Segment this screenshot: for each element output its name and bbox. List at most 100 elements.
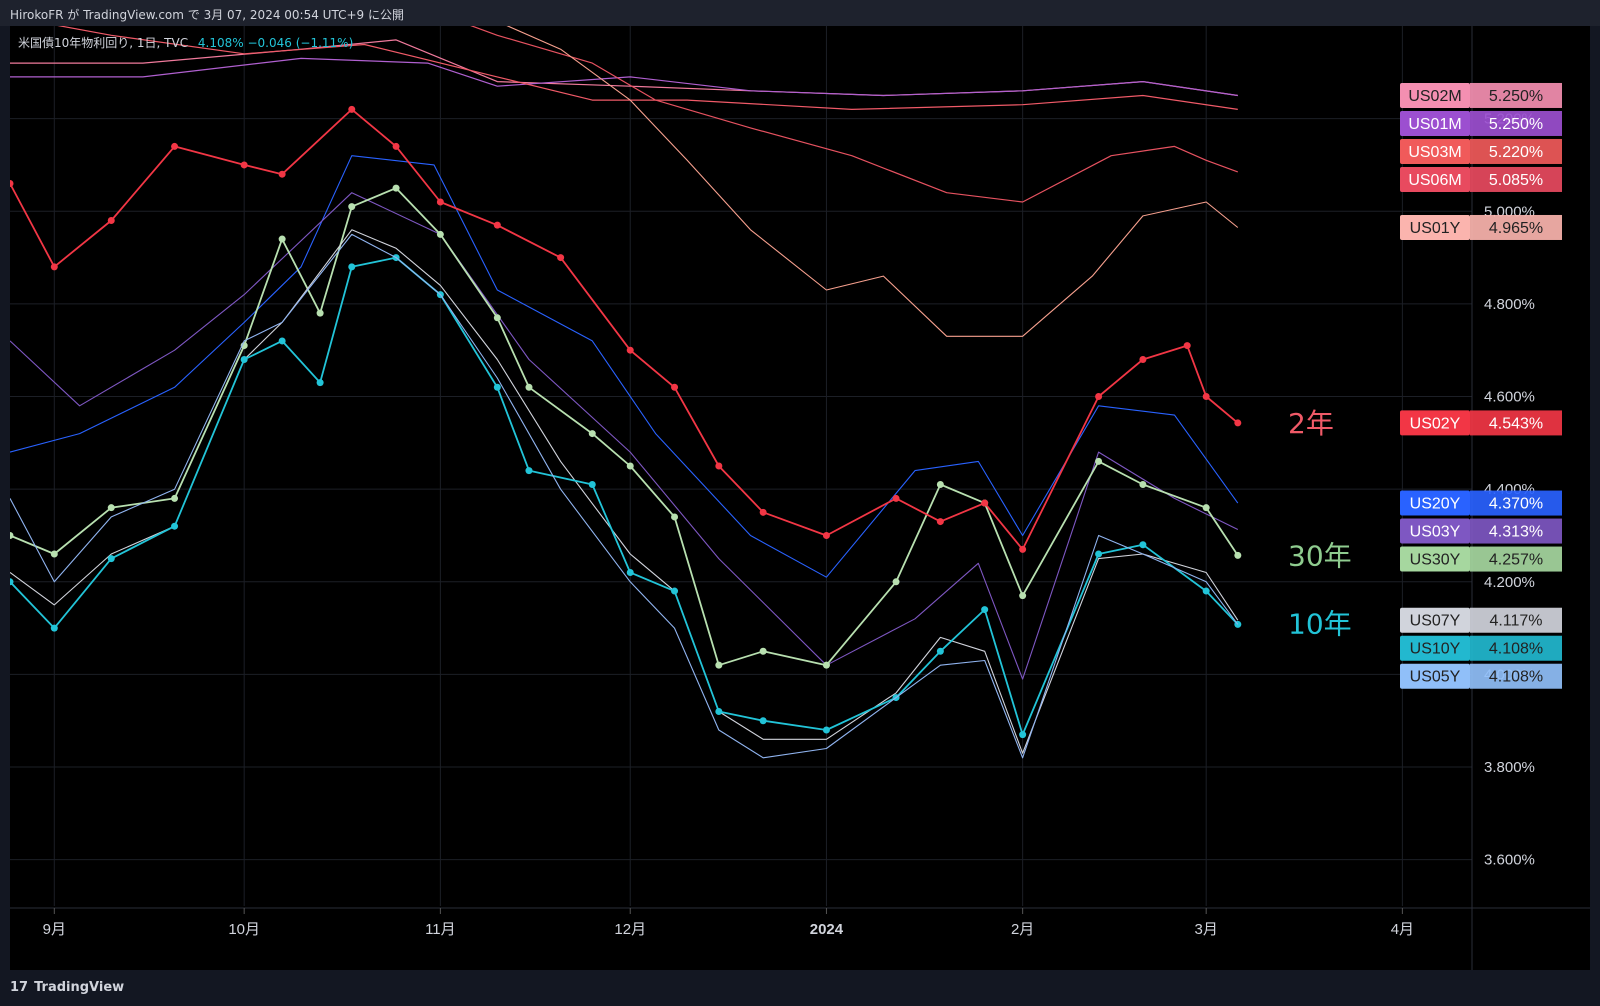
series-point-us02y: [1139, 355, 1147, 363]
price-label-tag: [1400, 607, 1470, 633]
publish-info: HirokoFR が TradingView.com で 3月 07, 2024…: [10, 8, 404, 22]
price-label-tag: [1400, 82, 1470, 108]
price-label-tag: [1400, 663, 1470, 689]
price-label-value-bg: [1470, 166, 1562, 192]
series-point-us30y: [525, 383, 533, 391]
series-point-us02y: [671, 383, 679, 391]
series-line-us10y: [10, 256, 1239, 736]
series-point-us02y: [493, 221, 501, 229]
x-tick-label: 12月: [614, 921, 646, 938]
price-label-name: US02M: [1408, 88, 1461, 105]
header-bar: HirokoFR が TradingView.com で 3月 07, 2024…: [0, 0, 1600, 26]
series-point-us02y: [240, 161, 248, 169]
series-point-us10y: [348, 263, 356, 271]
price-label-us03y: US03Y 4.313%: [1400, 518, 1562, 544]
series-line-us03m: [57, 26, 1238, 110]
series-point-us10y: [715, 707, 723, 715]
legend-title: 米国債10年物利回り, 1日, TVC: [18, 36, 189, 50]
series-point-us30y: [50, 550, 58, 558]
price-label-name: US30Y: [1410, 552, 1461, 569]
series-point-us30y: [626, 462, 634, 470]
price-label-tag: [1400, 518, 1470, 544]
series-point-us30y: [892, 578, 900, 586]
price-label-tag: [1400, 110, 1470, 136]
series-point-us30y: [493, 314, 501, 322]
series-point-us10y: [278, 337, 286, 345]
price-label-name: US01Y: [1410, 220, 1461, 237]
series-point-us10y: [1202, 587, 1210, 595]
y-tick-label: 4.600%: [1484, 389, 1535, 406]
series-line-us30y: [10, 187, 1239, 667]
annotation-label: 10年: [1288, 607, 1352, 640]
series-point-us30y: [107, 504, 115, 512]
series-point-us10y: [671, 587, 679, 595]
price-label-us30y: US30Y 4.257%: [1400, 546, 1562, 572]
series-point-us02y: [822, 531, 830, 539]
price-label-value-bg: [1470, 410, 1562, 436]
price-label-value: 4.108%: [1489, 669, 1543, 686]
x-tick-label: 10月: [228, 921, 260, 938]
series-point-us02y: [1095, 393, 1103, 401]
x-tick-label: 11月: [425, 921, 456, 938]
series-point-us10y: [936, 647, 944, 655]
price-label-us20y: US20Y 4.370%: [1400, 490, 1562, 516]
series-point-us10y: [240, 355, 248, 363]
series-point-us02y: [936, 518, 944, 526]
x-tick-label: 4月: [1391, 921, 1414, 938]
grid: [10, 26, 1472, 906]
series-point-us30y: [1234, 551, 1242, 559]
series-point-us02y: [278, 170, 286, 178]
series-point-us02y: [981, 499, 989, 507]
footer-brand: TradingView: [34, 980, 125, 995]
series-point-us10y: [10, 578, 14, 586]
price-label-value-bg: [1470, 546, 1562, 572]
x-tick-label: 3月: [1195, 921, 1218, 938]
series-point-us30y: [822, 661, 830, 669]
series-point-us30y: [278, 235, 286, 243]
series-point-us02y: [348, 105, 356, 113]
price-label-us05y: US05Y 4.108%: [1400, 663, 1562, 689]
price-label-value-bg: [1470, 82, 1562, 108]
series-point-us10y: [493, 383, 501, 391]
series-point-us10y: [981, 606, 989, 614]
series-point-us30y: [348, 203, 356, 211]
series-point-us10y: [1095, 550, 1103, 558]
tradingview-logo[interactable]: 17 TradingView: [10, 980, 124, 995]
series-point-us10y: [759, 717, 767, 725]
chart-area[interactable]: 3.600%3.800%4.000%4.200%4.400%4.600%4.80…: [10, 26, 1590, 970]
series-point-us30y: [588, 430, 596, 438]
x-tick-label: 9月: [43, 921, 66, 938]
y-tick-label: 3.800%: [1484, 759, 1535, 776]
series-point-us30y: [392, 184, 400, 192]
x-tick-label: 2月: [1011, 921, 1034, 938]
price-label-tag: [1400, 490, 1470, 516]
price-label-us01m: US01M 5.250%: [1400, 110, 1562, 136]
price-label-us02m: US02M 5.250%: [1400, 82, 1562, 108]
price-label-value-bg: [1470, 138, 1562, 164]
series-point-us30y: [10, 531, 14, 539]
series-point-us30y: [1202, 504, 1210, 512]
price-label-tag: [1400, 546, 1470, 572]
price-label-name: US20Y: [1410, 496, 1461, 513]
chart-svg[interactable]: 3.600%3.800%4.000%4.200%4.400%4.600%4.80…: [10, 26, 1590, 970]
legend-values: 4.108% −0.046 (−1.11%): [197, 36, 354, 50]
price-label-tag: [1400, 410, 1470, 436]
price-label-name: US03Y: [1410, 524, 1461, 541]
annotation-label: 30年: [1288, 539, 1352, 572]
price-label-value-bg: [1470, 663, 1562, 689]
price-label-value-bg: [1470, 607, 1562, 633]
price-label-name: US01M: [1408, 116, 1461, 133]
series-point-us02y: [171, 142, 179, 150]
series-point-us30y: [936, 481, 944, 489]
price-label-value-bg: [1470, 214, 1562, 240]
annotation-label: 2年: [1288, 407, 1334, 440]
price-label-us10y: US10Y 4.108%: [1400, 635, 1562, 661]
price-label-name: US02Y: [1410, 415, 1461, 432]
y-tick-label: 4.200%: [1484, 574, 1535, 591]
series-point-us30y: [671, 513, 679, 521]
price-label-name: US06M: [1408, 172, 1461, 189]
chart-legend: 米国債10年物利回り, 1日, TVC 4.108% −0.046 (−1.11…: [18, 34, 353, 51]
price-label-value: 4.370%: [1489, 496, 1543, 513]
series-line-us06m: [470, 26, 1239, 203]
tradingview-logo-icon: 17: [10, 980, 29, 995]
